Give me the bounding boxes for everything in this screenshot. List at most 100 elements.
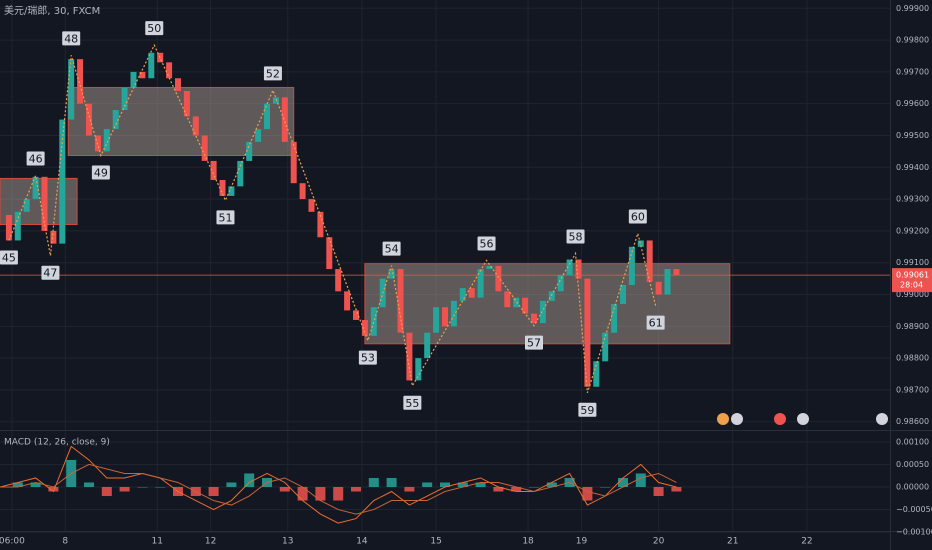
macd-histogram-bar xyxy=(493,487,504,492)
candle xyxy=(86,103,92,136)
candle xyxy=(59,119,66,244)
icon[interactable] xyxy=(797,413,809,425)
macd-tick-label: −0.00050 xyxy=(896,505,932,514)
wave-label: 60 xyxy=(631,210,645,223)
y-tick-label: 0.99700 xyxy=(896,67,929,76)
candle xyxy=(192,116,199,136)
x-tick-label: 15 xyxy=(430,537,441,547)
macd-tick-label: 0.00000 xyxy=(896,483,929,492)
macd-histogram-bar xyxy=(84,482,94,487)
candle xyxy=(14,211,21,241)
y-tick-label: 0.99200 xyxy=(896,226,929,235)
candle xyxy=(646,240,653,282)
candle xyxy=(264,103,270,130)
x-tick-label: 22 xyxy=(801,537,812,547)
candle xyxy=(442,307,448,327)
macd-histogram-bar xyxy=(618,477,628,487)
price-label-box xyxy=(892,268,932,293)
candle xyxy=(673,269,680,276)
wave-label: 46 xyxy=(29,153,43,166)
zone xyxy=(364,263,731,345)
candle xyxy=(353,310,359,320)
candle xyxy=(335,269,342,292)
wave-label: 45 xyxy=(2,251,16,264)
macd-histogram-bar xyxy=(137,487,148,488)
candle xyxy=(370,307,377,336)
wave-label-box xyxy=(26,151,45,166)
wave-label-box xyxy=(0,250,18,265)
candle xyxy=(246,141,253,161)
macd-histogram-bar xyxy=(12,482,23,487)
candle xyxy=(522,297,529,314)
macd-tick-label: 0.00050 xyxy=(896,460,929,469)
wave-label: 47 xyxy=(43,267,57,280)
wave-label: 56 xyxy=(480,237,494,250)
candle xyxy=(593,361,600,387)
icon[interactable] xyxy=(717,413,729,425)
y-tick-label: 0.99400 xyxy=(896,163,929,172)
y-tick-label: 0.98700 xyxy=(896,385,929,394)
wave-label-box xyxy=(382,241,401,256)
macd-histogram-bar xyxy=(333,487,344,501)
icon[interactable] xyxy=(774,413,786,425)
wave-label-box xyxy=(477,236,496,251)
candle xyxy=(566,259,573,276)
candle xyxy=(166,62,173,79)
icon[interactable] xyxy=(876,413,888,425)
candle xyxy=(513,297,520,308)
candle xyxy=(415,358,422,381)
macd-histogram-bar xyxy=(368,477,379,487)
y-tick-label: 0.98900 xyxy=(896,322,929,331)
x-tick-label: 8 xyxy=(62,537,68,547)
y-tick-label: 0.99300 xyxy=(896,195,929,204)
candle xyxy=(575,259,582,279)
x-tick-label: 12 xyxy=(205,537,216,547)
wave-label: 58 xyxy=(569,230,583,243)
macd-line xyxy=(0,463,677,515)
wave-label-box xyxy=(578,402,597,417)
macd-histogram-bar xyxy=(30,482,41,487)
candle xyxy=(148,52,155,79)
y-tick-label: 0.99500 xyxy=(896,131,929,140)
macd-histogram-bar xyxy=(529,487,539,488)
wave-label-box xyxy=(628,209,647,224)
candle xyxy=(308,199,315,212)
candle xyxy=(5,215,12,241)
wave-label: 49 xyxy=(94,167,108,180)
candle xyxy=(210,160,217,181)
x-tick-label: 14 xyxy=(356,537,368,547)
macd-histogram-bar xyxy=(119,487,130,492)
macd-histogram-bar xyxy=(600,487,611,488)
macd-line xyxy=(0,445,677,524)
candle xyxy=(450,300,457,327)
candle xyxy=(299,183,306,200)
candle xyxy=(50,230,57,244)
wave-label-box xyxy=(145,21,164,36)
candle xyxy=(23,199,30,212)
y-tick-label: 0.99800 xyxy=(896,36,929,45)
candle xyxy=(468,288,475,298)
macd-histogram-bar xyxy=(457,482,468,487)
candle xyxy=(41,176,48,231)
wave-label-box xyxy=(358,350,377,365)
candle xyxy=(255,129,262,142)
indicator-icons[interactable] xyxy=(717,413,888,425)
y-tick-label: 0.98600 xyxy=(896,417,929,426)
wave-label: 61 xyxy=(649,317,663,330)
icon[interactable] xyxy=(731,413,743,425)
candle xyxy=(486,265,493,270)
macd-histogram-bar xyxy=(671,487,682,492)
wave-label: 51 xyxy=(218,211,232,224)
candle xyxy=(68,59,75,120)
candle xyxy=(130,71,137,88)
wave-label-box xyxy=(91,165,110,180)
candle xyxy=(361,319,368,336)
candle xyxy=(121,87,128,111)
macd-histogram-bar xyxy=(653,487,664,497)
wave-label-box xyxy=(646,315,665,330)
candle xyxy=(281,97,288,142)
y-tick-label: 0.98800 xyxy=(896,354,929,363)
candle xyxy=(548,291,555,301)
candle xyxy=(406,332,413,381)
macd-histogram-bar xyxy=(48,487,59,492)
